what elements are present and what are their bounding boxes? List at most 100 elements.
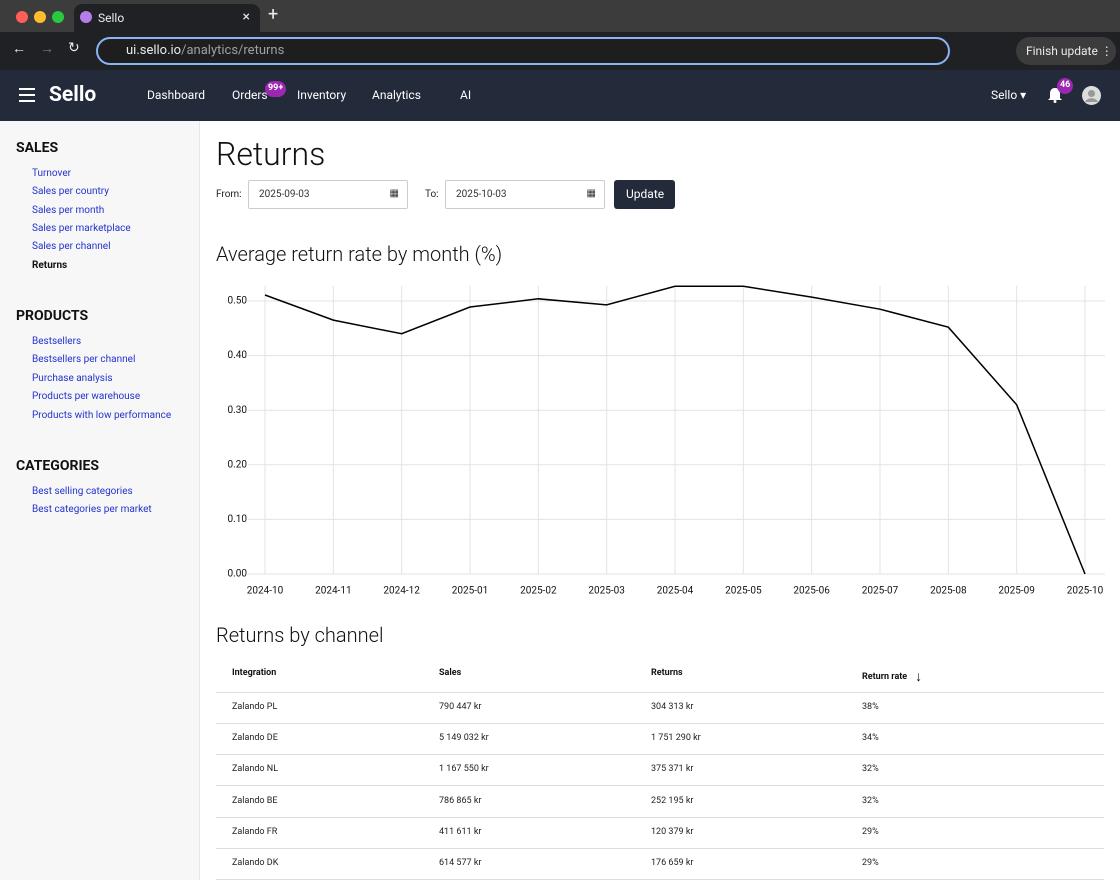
maximize-window[interactable] [52,11,64,23]
x-tick-label: 2025-07 [862,586,899,597]
row-divider [216,847,1104,849]
sidebar-link[interactable]: Sales per marketplace [32,223,131,234]
table-cell: 29% [862,858,879,868]
sidebar-link[interactable]: Sales per channel [32,241,111,252]
x-tick-label: 2025-03 [588,586,624,597]
brand[interactable]: Sello [49,83,97,107]
row-divider [216,692,1104,693]
nav-link[interactable]: Inventory [297,88,347,102]
sidebar-link[interactable]: Sales per country [32,186,109,197]
from-label: From: [216,189,242,200]
table-cell: 120 379 kr [651,826,694,837]
table-cell: 411 611 kr [439,826,482,837]
page-title: Returns [216,135,326,173]
update-button[interactable]: Update [614,180,675,209]
from-date: 2025-09-03 [259,189,310,200]
account-menu[interactable]: Sello ▾ [991,88,1027,102]
table-cell: 176 659 kr [651,858,694,868]
minimize-window[interactable] [34,11,46,23]
close-window[interactable] [16,11,28,23]
orders-badge: 99+ [265,81,287,97]
from-date-input[interactable]: 2025-09-03 ▦ [248,180,408,209]
sidebar-link[interactable]: Bestsellers per channel [32,354,136,365]
to-date-input[interactable]: 2025-10-03 ▦ [445,180,605,209]
nav-link[interactable]: Orders [232,88,268,102]
column-header: Sales [439,668,462,678]
app-header: Sello Dashboard Orders 99+ Inventory Ana… [0,70,1120,121]
chart: 0.00 0.10 0.20 0.30 0.40 0.50 2024-10 2024-11 20… [228,285,1105,597]
table-cell: 790 447 kr [439,702,482,712]
line-series [264,285,1086,575]
to-label: To: [425,189,439,200]
finish-update-label: Finish update [1026,44,1098,58]
table-cell: 38% [862,702,879,712]
table-cell: Zalando PL [232,702,278,712]
sort-icon[interactable]: ↓ [915,669,923,685]
sidebar-link[interactable]: Products with low performance [32,410,172,421]
y-tick-label: 0.10 [228,514,248,525]
x-tick-label: 2024-11 [315,586,351,597]
finish-update-button[interactable]: Finish update ⋮ [1016,37,1116,65]
section-title: PRODUCTS [16,308,89,324]
url-path: /analytics/returns [181,43,285,58]
sidebar: SALES Turnover Sales per country Sales p… [0,121,200,880]
sidebar-link[interactable]: Turnover [32,168,72,179]
y-tick-label: 0.50 [228,296,248,307]
row-divider [216,816,1104,818]
column-header: Integration [232,668,277,678]
new-tab[interactable]: + [268,4,279,25]
address-bar[interactable]: ui.sello.io/analytics/returns [96,37,950,65]
calendar-icon[interactable]: ▦ [389,188,399,199]
x-tick-label: 2025-09 [998,586,1034,597]
y-tick-label: 0.40 [228,350,248,361]
y-tick-label: 0.30 [228,405,248,416]
account-name: Sello [991,88,1018,102]
section-title: CATEGORIES [16,458,100,474]
sidebar-link[interactable]: Bestsellers [32,336,82,347]
calendar-icon[interactable]: ▦ [586,188,596,199]
back-button[interactable]: ← [12,41,26,57]
table-title: Returns by channel [216,623,384,647]
browser-chrome: Sello × + ← → ↻ ui.sello.io/analytics/re… [0,0,1120,70]
table-cell: 34% [862,733,879,744]
reload-button[interactable]: ↻ [68,40,80,56]
forward-button[interactable]: → [40,41,54,57]
table-cell: 32% [862,795,879,806]
sidebar-link[interactable]: Best categories per market [32,504,152,515]
close-tab[interactable]: × [242,9,250,25]
menu-icon[interactable] [19,88,35,102]
table-cell: Zalando NL [232,764,279,775]
x-tick-label: 2025-08 [930,586,967,597]
sidebar-link[interactable]: Purchase analysis [32,373,113,384]
sidebar-link-active[interactable]: Returns [32,260,68,271]
table-cell: 32% [862,764,879,775]
table-cell: 786 865 kr [439,795,482,806]
sidebar-link[interactable]: Products per warehouse [32,391,141,402]
tab-icon [80,11,92,23]
column-header[interactable]: Return rate ↓ [862,669,923,685]
tab-title: Sello [98,11,125,25]
row-divider [216,754,1104,756]
nav-link[interactable]: Analytics [372,88,421,102]
x-tick-label: 2024-10 [247,586,284,597]
row-divider [216,785,1104,787]
chart-title: Average return rate by month (%) [216,242,503,266]
sidebar-link[interactable]: Sales per month [32,205,105,216]
x-tick-label: 2025-10 [1067,586,1104,597]
x-tick-label: 2025-02 [520,586,557,597]
nav-link[interactable]: Dashboard [147,88,206,102]
x-tick-label: 2025-05 [725,586,762,597]
table-cell: 29% [862,826,879,837]
tab-bar: Sello × + [0,0,1120,32]
x-tick-label: 2025-04 [657,586,694,597]
url-host: ui.sello.io [126,43,182,58]
table-cell: 375 371 kr [651,764,694,775]
browser-tab[interactable]: Sello × [74,4,260,32]
nav-link[interactable]: AI [460,88,472,102]
table-cell: 304 313 kr [651,702,694,712]
avatar[interactable] [1082,86,1101,105]
section-title: SALES [16,140,59,156]
sidebar-link[interactable]: Best selling categories [32,486,133,497]
table-cell: Zalando DK [232,858,279,868]
